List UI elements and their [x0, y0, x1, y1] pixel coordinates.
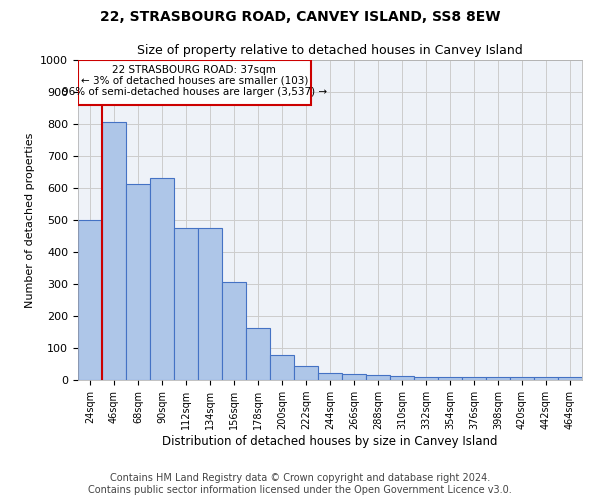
Bar — [510, 378, 534, 380]
Bar — [318, 372, 342, 380]
Text: 22 STRASBOURG ROAD: 37sqm: 22 STRASBOURG ROAD: 37sqm — [112, 64, 277, 74]
Bar — [462, 378, 486, 380]
Title: Size of property relative to detached houses in Canvey Island: Size of property relative to detached ho… — [137, 44, 523, 58]
Bar — [486, 378, 510, 380]
Bar — [78, 60, 311, 106]
X-axis label: Distribution of detached houses by size in Canvey Island: Distribution of detached houses by size … — [162, 435, 498, 448]
Bar — [414, 378, 438, 380]
Bar — [438, 378, 462, 380]
Bar — [534, 378, 558, 380]
Bar — [366, 375, 390, 380]
Bar — [390, 376, 414, 380]
Bar — [126, 184, 150, 380]
Text: ← 3% of detached houses are smaller (103): ← 3% of detached houses are smaller (103… — [81, 76, 308, 86]
Text: 96% of semi-detached houses are larger (3,537) →: 96% of semi-detached houses are larger (… — [62, 87, 327, 97]
Bar — [294, 366, 318, 380]
Bar — [246, 328, 270, 380]
Bar — [198, 228, 222, 380]
Bar — [342, 374, 366, 380]
Bar — [558, 378, 582, 380]
Bar — [174, 228, 198, 380]
Bar — [150, 178, 174, 380]
Bar — [78, 220, 102, 380]
Bar — [222, 282, 246, 380]
Bar — [102, 122, 126, 380]
Text: 22, STRASBOURG ROAD, CANVEY ISLAND, SS8 8EW: 22, STRASBOURG ROAD, CANVEY ISLAND, SS8 … — [100, 10, 500, 24]
Y-axis label: Number of detached properties: Number of detached properties — [25, 132, 35, 308]
Text: Contains HM Land Registry data © Crown copyright and database right 2024.
Contai: Contains HM Land Registry data © Crown c… — [88, 474, 512, 495]
Bar — [270, 355, 294, 380]
